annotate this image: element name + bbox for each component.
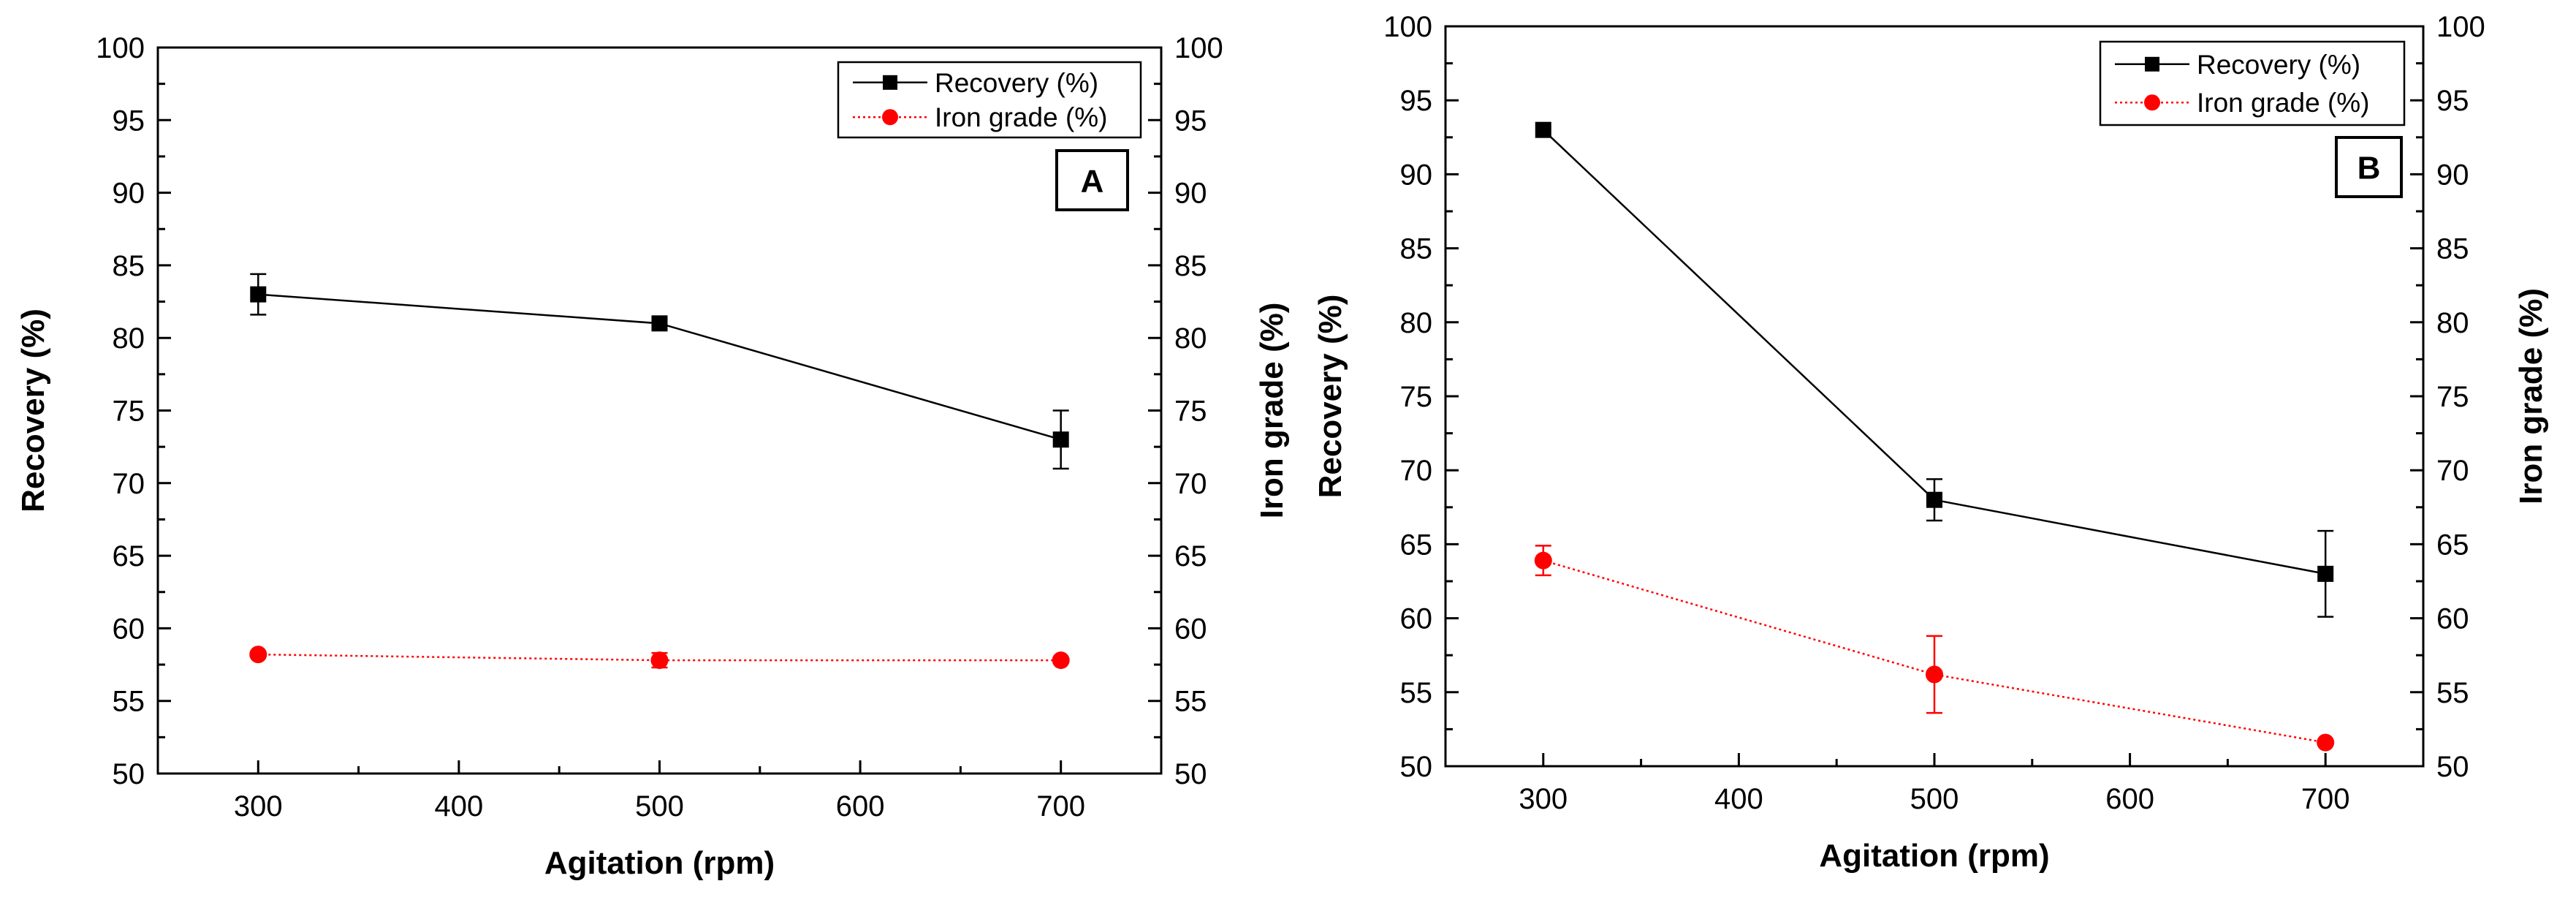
y-tick-label: 70 [113,468,145,500]
data-point-square [651,315,668,332]
x-tick-label: 500 [635,790,684,823]
y2-tick-label: 75 [2436,381,2469,413]
y2-tick-label: 90 [1174,178,1207,210]
data-point-square [1052,431,1069,448]
x-axis-title: Agitation (rpm) [544,845,775,881]
x-tick-label: 300 [1519,783,1568,815]
panel-label-box [1055,149,1129,211]
y-tick-label: 60 [113,613,145,645]
y2-tick-label: 95 [1174,105,1207,137]
y-tick-label: 60 [1400,603,1433,635]
x-tick-label: 400 [1714,783,1763,815]
y2-tick-label: 55 [2436,677,2469,709]
data-point-square [1535,121,1551,138]
x-tick-label: 700 [2301,783,2350,815]
y2-tick-label: 90 [2436,159,2469,191]
series-recovery [250,273,1069,470]
data-point-square [250,286,267,303]
y2-tick-label: 70 [1174,468,1207,500]
y-tick-label: 70 [1400,455,1433,487]
y-tick-label: 100 [96,32,145,64]
data-point-circle [249,646,267,664]
x-tick-label: 700 [1036,790,1085,823]
series-line [258,653,1061,662]
y-tick-label: 100 [1383,11,1432,43]
series-iron-grade [249,646,1070,670]
panel-label: B [2357,151,2381,186]
y2-tick-label: 85 [2436,233,2469,265]
legend-label: Recovery (%) [935,68,1098,98]
y2-tick-label: 50 [2436,751,2469,783]
y-axis-title: Recovery (%) [1312,295,1348,499]
legend-marker-square [883,75,897,90]
series-recovery [1535,121,2334,618]
legend: Recovery (%) Iron grade (%) [837,61,1142,139]
y2-tick-label: 70 [2436,455,2469,487]
panel-label-box [2335,136,2403,198]
y-tick-label: 50 [113,758,145,790]
y-tick-label: 80 [113,322,145,355]
y2-tick-label: 75 [1174,396,1207,428]
x-tick-label: 600 [836,790,885,823]
data-point-square [1926,491,1942,508]
panel-label: A [1081,164,1104,200]
y-tick-label: 95 [1400,85,1433,117]
y-tick-label: 55 [1400,677,1433,709]
legend: Recovery (%) Iron grade (%) [2099,40,2406,126]
y2-tick-label: 95 [2436,85,2469,117]
y2-tick-label: 80 [2436,307,2469,339]
y-tick-label: 65 [1400,529,1433,561]
y2-tick-label: 80 [1174,322,1207,355]
y-tick-label: 50 [1400,751,1433,783]
data-point-square [2317,565,2334,582]
y-tick-label: 80 [1400,307,1433,339]
x-tick-label: 500 [1910,783,1959,815]
data-point-circle [2317,733,2335,752]
chart-panel-a: 300 400 500 600 700 50 55 60 65 70 75 80 85 90 95 100 50… [15,32,1290,881]
data-point-circle [1926,665,1943,684]
y2-tick-label: 65 [1174,540,1207,572]
x-axis-title: Agitation (rpm) [1819,838,2049,874]
chart-panel-b: 300 400 500 600 700 50 55 60 65 70 75 80 85 90 95 100 50… [1312,11,2549,874]
y-tick-label: 75 [113,396,145,428]
y2-axis-title: Iron grade (%) [2513,288,2549,504]
y2-axis-title: Iron grade (%) [1254,303,1290,519]
y2-tick-label: 85 [1174,250,1207,282]
legend-label: Recovery (%) [2197,50,2360,80]
y2-tick-label: 60 [2436,603,2469,635]
legend-label: Iron grade (%) [2197,88,2370,118]
legend-marker-circle [882,109,898,126]
data-point-circle [650,651,669,670]
y-tick-label: 85 [1400,233,1433,265]
legend-frame [2099,40,2406,126]
x-tick-label: 300 [234,790,283,823]
y-tick-label: 90 [1400,159,1433,191]
y-tick-label: 90 [113,178,145,210]
y-tick-label: 75 [1400,381,1433,413]
y2-tick-label: 60 [1174,613,1207,645]
series-iron-grade [1534,545,2335,752]
data-point-circle [1052,651,1070,670]
y-tick-label: 65 [113,540,145,572]
y-tick-label: 95 [113,105,145,137]
legend-label: Iron grade (%) [935,102,1108,132]
x-tick-label: 600 [2105,783,2154,815]
y2-tick-label: 100 [1174,32,1223,64]
data-point-circle [1534,551,1552,570]
y-axis-title: Recovery (%) [15,309,51,513]
legend-marker-square [2145,56,2159,72]
y-tick-label: 85 [113,250,145,282]
series-line [1543,559,2326,744]
y2-tick-label: 55 [1174,686,1207,718]
x-tick-label: 400 [435,790,484,823]
y2-tick-label: 50 [1174,758,1207,790]
y2-tick-label: 65 [2436,529,2469,561]
y-tick-label: 55 [113,686,145,718]
legend-marker-circle [2144,94,2160,111]
y2-tick-label: 100 [2436,11,2485,43]
